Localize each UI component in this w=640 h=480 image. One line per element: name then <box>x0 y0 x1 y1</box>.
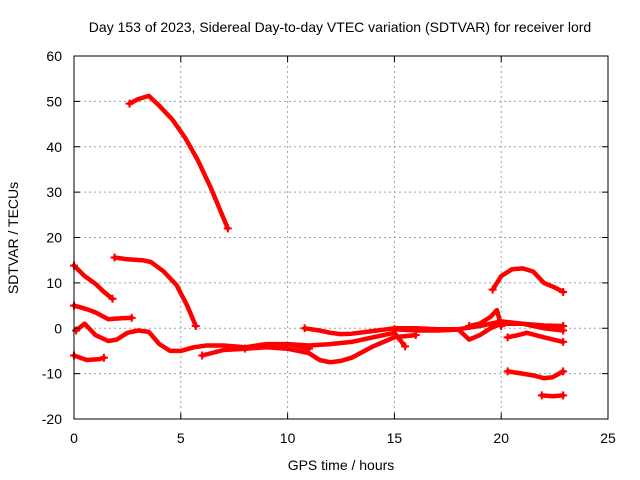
series-point-marker <box>503 367 512 376</box>
series-point-marker <box>125 99 134 108</box>
series-point-marker <box>300 324 309 333</box>
series-arc-1 <box>127 93 231 231</box>
series-point-marker <box>488 285 497 294</box>
series-point-marker <box>223 224 232 233</box>
x-tick-label: 0 <box>70 430 78 446</box>
series-point-marker <box>559 367 568 376</box>
series-layer <box>70 93 568 400</box>
series-point-marker <box>390 325 399 334</box>
y-tick-label: 10 <box>46 275 62 291</box>
series-point-marker <box>559 326 568 335</box>
y-tick-label: -10 <box>42 366 62 382</box>
y-tick-label: 60 <box>46 48 62 64</box>
series-point-marker <box>559 337 568 346</box>
series-point-marker <box>497 321 506 330</box>
y-tick-label: 0 <box>54 320 62 336</box>
x-tick-label: 5 <box>177 430 185 446</box>
series-point-marker <box>503 333 512 342</box>
ticks-layer <box>73 55 609 420</box>
series-point-marker <box>240 344 249 353</box>
series-point-marker <box>465 321 474 330</box>
series-arc-2 <box>112 255 199 329</box>
y-tick-label: 40 <box>46 139 62 155</box>
series-arc-14 <box>505 369 566 381</box>
series-arc-13 <box>505 330 566 345</box>
y-tick-label: 20 <box>46 230 62 246</box>
x-tick-label: 10 <box>280 430 296 446</box>
x-tick-label: 20 <box>493 430 509 446</box>
y-tick-label: 50 <box>46 93 62 109</box>
series-arc-3 <box>71 263 115 302</box>
series-point-marker <box>559 287 568 296</box>
series-arc-10 <box>392 321 566 342</box>
x-tick-label: 15 <box>387 430 403 446</box>
x-axis-label: GPS time / hours <box>288 457 395 473</box>
series-arc-9 <box>242 330 408 351</box>
series-point-marker <box>401 342 410 351</box>
x-tick-label: 25 <box>600 430 616 446</box>
chart-title: Day 153 of 2023, Sidereal Day-to-day VTE… <box>89 19 591 35</box>
tick-labels-layer: 0 5 10 15 20 25 -20 -10 0 10 20 30 40 50 60 <box>42 48 616 446</box>
series-point-marker <box>110 253 119 262</box>
series-point-marker <box>108 294 117 303</box>
series-arc-12 <box>490 266 566 295</box>
series-point-marker <box>537 391 546 400</box>
y-tick-label: -20 <box>42 411 62 427</box>
grid-layer <box>74 56 608 419</box>
series-point-marker <box>99 353 108 362</box>
series-arc-4 <box>71 303 134 322</box>
y-tick-label: 30 <box>46 184 62 200</box>
series-point-marker <box>198 351 207 360</box>
series-point-marker <box>559 391 568 400</box>
series-point-marker <box>191 321 200 330</box>
series-point-marker <box>127 313 136 322</box>
series-arc-11 <box>466 307 504 329</box>
series-arc-5 <box>71 353 107 363</box>
y-axis-label: SDTVAR / TECUs <box>5 182 21 294</box>
